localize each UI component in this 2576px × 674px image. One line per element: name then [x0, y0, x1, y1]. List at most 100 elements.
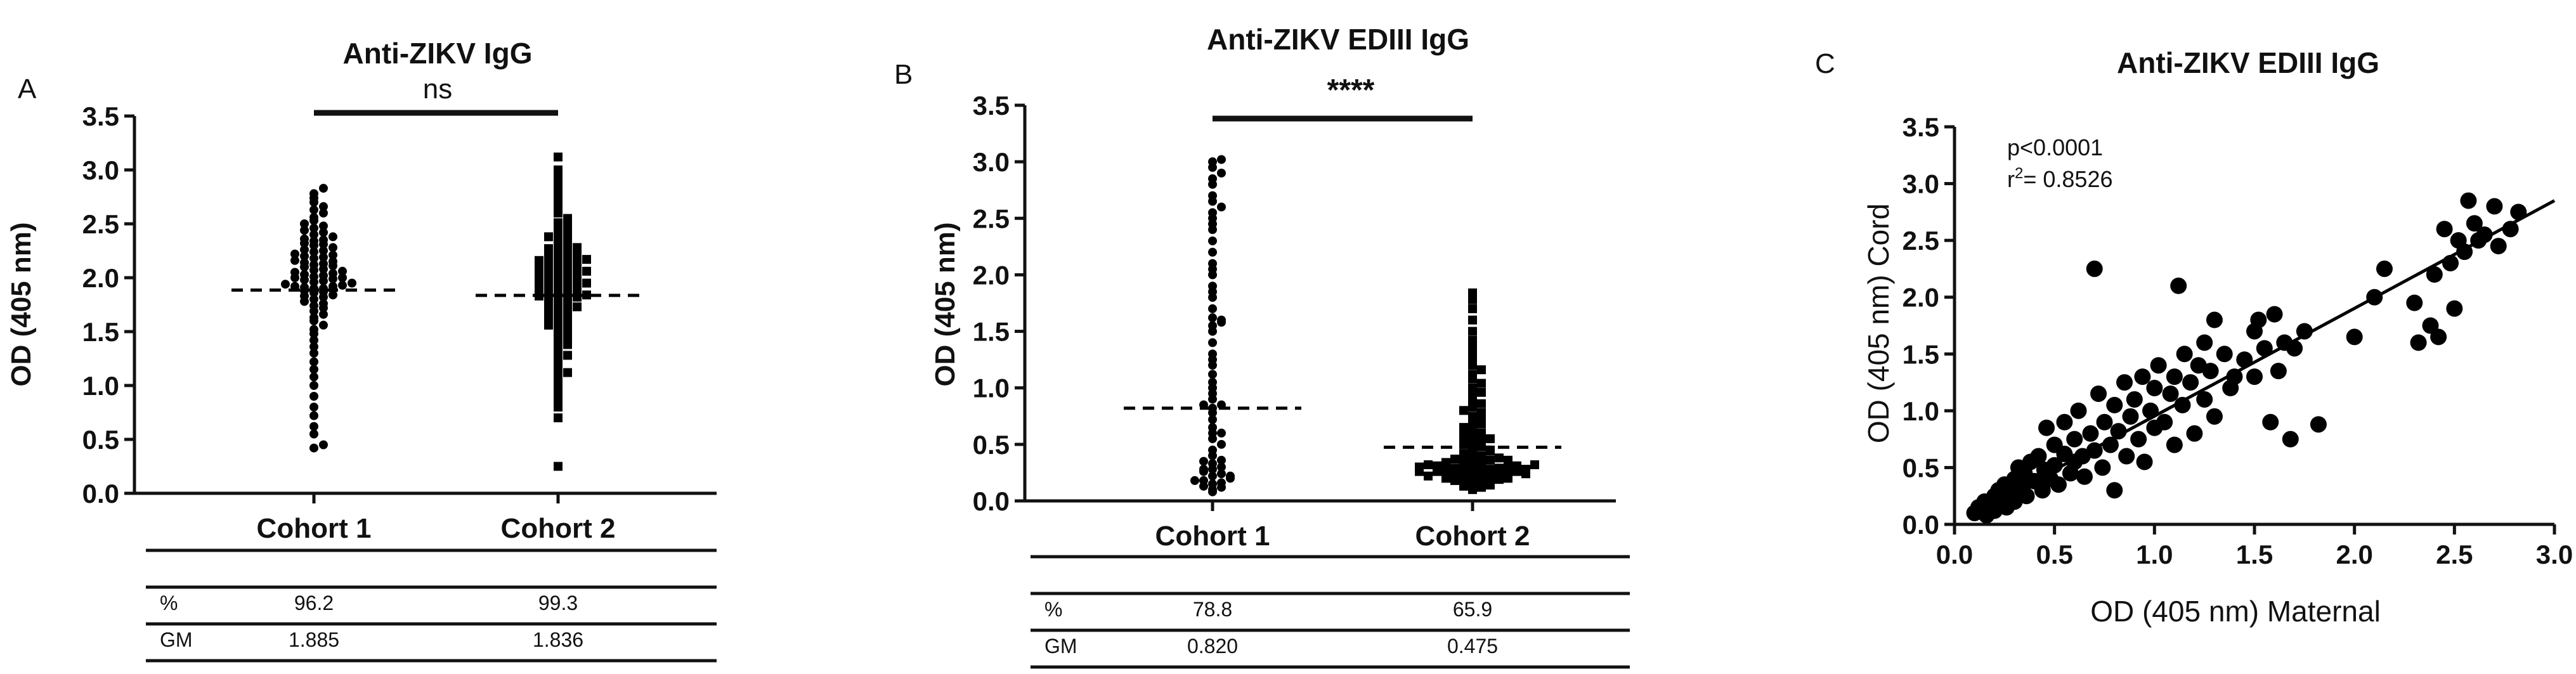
data-point	[1477, 465, 1486, 475]
data-point	[2310, 416, 2327, 433]
data-point	[1468, 370, 1477, 379]
data-point	[2250, 311, 2267, 328]
data-point	[1217, 155, 1226, 164]
data-point	[2436, 221, 2453, 238]
data-point	[2202, 363, 2219, 380]
data-point	[319, 183, 328, 193]
x-tick-label: 3.0	[2536, 540, 2573, 569]
data-point	[329, 257, 337, 266]
data-point	[348, 278, 356, 288]
data-point	[544, 232, 553, 242]
category-label: Cohort 2	[501, 513, 616, 544]
data-point	[1190, 476, 1199, 485]
data-point	[1468, 327, 1477, 336]
panel-c: C Anti-ZIKV EDIII IgG OD (405 nm) Cord O…	[1815, 46, 2573, 628]
data-point	[1468, 437, 1477, 447]
data-point	[2050, 476, 2067, 493]
data-point	[1441, 458, 1450, 467]
data-point	[563, 214, 572, 223]
data-point	[1217, 469, 1226, 479]
data-point	[1217, 315, 1226, 325]
panel-c-plot-area: 0.0 0.5 1.0 1.5 2.0 2.5 3.0 3.5 0.0 0.5 1.0 1.5 2.0 2…	[1903, 112, 2573, 569]
data-point	[1459, 465, 1468, 474]
data-point	[2256, 340, 2273, 357]
panel-c-xlabel: OD (405 nm) Maternal	[2090, 595, 2381, 628]
data-point	[1477, 458, 1486, 467]
data-point	[2410, 334, 2427, 351]
data-point	[535, 256, 543, 265]
data-point	[1486, 434, 1495, 443]
panel-b-title: Anti-ZIKV EDIII IgG	[1207, 23, 1469, 56]
data-point	[309, 372, 318, 382]
data-point	[309, 189, 318, 198]
data-point	[1477, 435, 1486, 444]
data-point	[1468, 412, 1477, 421]
table-cell-value: 1.885	[289, 628, 339, 651]
data-point	[319, 252, 328, 262]
data-point	[1217, 429, 1226, 438]
data-point	[309, 335, 318, 345]
data-point	[1208, 321, 1217, 330]
data-point	[1486, 465, 1495, 474]
data-point	[319, 271, 328, 280]
data-point	[1208, 338, 1217, 347]
data-point	[1468, 288, 1477, 297]
data-point	[1208, 445, 1217, 455]
data-point	[309, 381, 318, 390]
data-point	[1208, 313, 1217, 323]
x-tick-label: 2.5	[2436, 540, 2473, 569]
data-point	[1459, 423, 1468, 432]
data-point	[319, 299, 328, 308]
data-point	[2246, 368, 2263, 386]
data-point	[2106, 482, 2123, 499]
data-point	[2270, 363, 2287, 380]
data-point	[1208, 423, 1217, 432]
panel-a-ylabel: OD (405 nm)	[6, 222, 37, 386]
data-point	[329, 250, 337, 260]
panel-a-significance: ns	[423, 74, 452, 105]
data-point	[329, 232, 337, 242]
x-tick-label: 1.0	[2136, 540, 2173, 569]
table-cell-value: 78.8	[1193, 598, 1232, 621]
data-point	[582, 290, 591, 300]
data-point	[1208, 459, 1217, 469]
y-tick-label: 3.0	[82, 155, 119, 185]
data-point	[573, 243, 582, 252]
data-point	[1477, 429, 1486, 438]
data-point	[1477, 451, 1486, 460]
r-squared-prefix: r	[2007, 166, 2015, 192]
data-point	[319, 320, 328, 330]
data-point	[2206, 311, 2223, 328]
data-point	[554, 152, 563, 162]
data-point	[1450, 455, 1459, 464]
data-point	[563, 246, 572, 256]
data-point	[1208, 191, 1217, 200]
data-point	[2096, 413, 2113, 431]
y-tick-label: 0.5	[1903, 453, 1939, 483]
data-point	[2196, 391, 2213, 408]
data-point	[309, 223, 318, 233]
data-point	[2186, 425, 2203, 442]
x-tick-label: 2.0	[2336, 540, 2372, 569]
data-point	[1208, 370, 1217, 379]
r-squared-value: = 0.8526	[2023, 166, 2112, 192]
data-point	[1459, 471, 1468, 481]
panel-b-plot-area: 0.0 0.5 1.0 1.5 2.0 2.5 3.0 3.5 Cohort 1 Cohort 2	[973, 91, 1616, 552]
table-cell-value: 0.475	[1447, 635, 1498, 658]
data-point	[2106, 396, 2123, 413]
data-point	[1208, 377, 1217, 387]
data-point	[2030, 448, 2047, 465]
data-point	[1468, 304, 1477, 313]
panel-c-r-squared: r2= 0.8526	[2007, 165, 2113, 192]
data-point	[1468, 459, 1477, 469]
data-point	[1450, 463, 1459, 473]
data-point	[338, 266, 347, 276]
data-point	[1468, 315, 1477, 325]
data-point	[554, 372, 563, 382]
data-point	[1217, 455, 1226, 465]
table-row-label: %	[1044, 598, 1062, 621]
data-point	[2206, 408, 2223, 425]
panel-c-p-value: p<0.0001	[2007, 134, 2103, 160]
y-tick-label: 2.5	[973, 204, 1010, 233]
